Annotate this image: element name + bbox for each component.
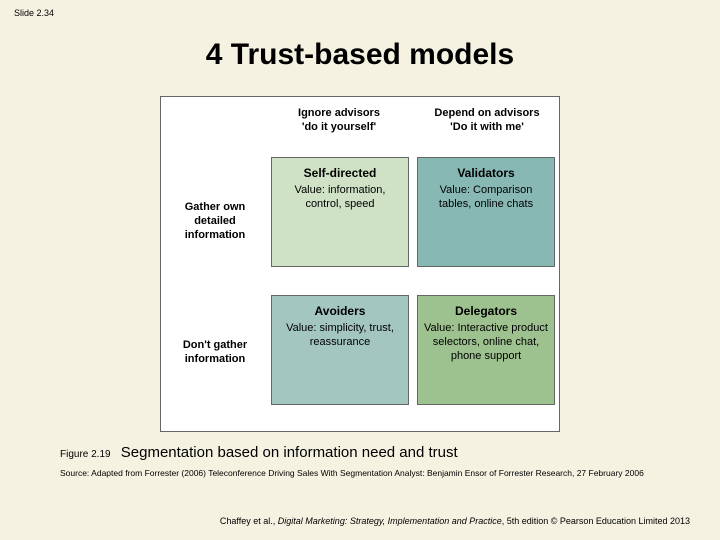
cell-desc: Value: simplicity, trust, reassurance [278, 322, 402, 350]
figure-number: Figure 2.19 [60, 449, 111, 460]
col-header-2-line2: 'Do it with me' [450, 121, 524, 133]
footer-authors: Chaffey et al., [220, 516, 278, 526]
cell-self-directed: Self-directed Value: information, contro… [271, 157, 409, 267]
cell-name: Validators [424, 166, 548, 180]
col-header-1-line2: 'do it yourself' [302, 121, 376, 133]
col-header-2: Depend on advisors 'Do it with me' [417, 107, 557, 135]
col-header-2-line1: Depend on advisors [434, 107, 539, 119]
cell-validators: Validators Value: Comparison tables, onl… [417, 157, 555, 267]
source-line: Source: Adapted from Forrester (2006) Te… [60, 468, 690, 478]
col-header-1: Ignore advisors 'do it yourself' [269, 107, 409, 135]
footer-edition: , 5th edition © Pearson Education Limite… [502, 516, 690, 526]
footer-book: Digital Marketing: Strategy, Implementat… [278, 516, 502, 526]
cell-name: Avoiders [278, 304, 402, 318]
page-title: 4 Trust-based models [0, 38, 720, 72]
matrix: Ignore advisors 'do it yourself' Depend … [161, 97, 559, 431]
row-header-2: Don't gather information [167, 339, 263, 367]
matrix-frame: Ignore advisors 'do it yourself' Depend … [160, 96, 560, 432]
cell-desc: Value: Interactive product selectors, on… [424, 322, 548, 363]
cell-delegators: Delegators Value: Interactive product se… [417, 295, 555, 405]
cell-avoiders: Avoiders Value: simplicity, trust, reass… [271, 295, 409, 405]
cell-name: Delegators [424, 304, 548, 318]
footer: Chaffey et al., Digital Marketing: Strat… [60, 516, 690, 526]
cell-desc: Value: information, control, speed [278, 184, 402, 212]
figure-caption-text: Segmentation based on information need a… [121, 444, 458, 461]
cell-name: Self-directed [278, 166, 402, 180]
slide-number: Slide 2.34 [14, 8, 54, 18]
col-header-1-line1: Ignore advisors [298, 107, 380, 119]
row-header-1: Gather own detailed information [167, 201, 263, 242]
figure-caption: Figure 2.19 Segmentation based on inform… [60, 444, 690, 461]
cell-desc: Value: Comparison tables, online chats [424, 184, 548, 212]
